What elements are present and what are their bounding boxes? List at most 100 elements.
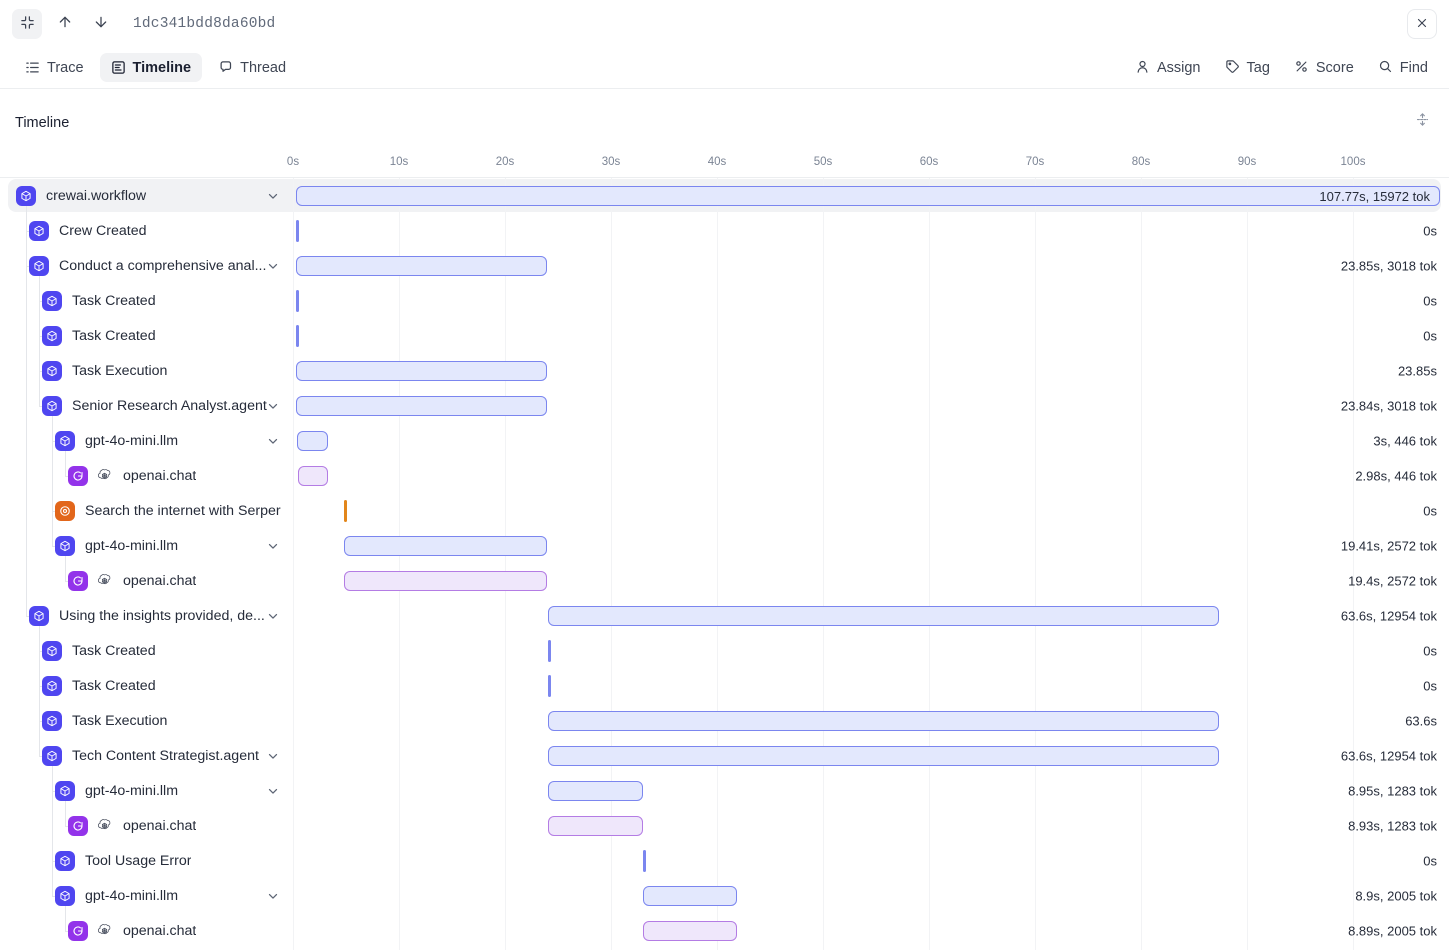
ruler-tick-label: 100s: [1340, 156, 1366, 168]
tag-button[interactable]: Tag: [1214, 54, 1281, 83]
row-label-cell[interactable]: Task Created: [0, 318, 292, 353]
chevron-down-icon[interactable]: [266, 749, 280, 763]
row-label-cell[interactable]: Senior Research Analyst.agent: [0, 388, 292, 423]
tab-trace[interactable]: Trace: [14, 53, 95, 82]
timeline-bar[interactable]: [548, 816, 643, 836]
row-label-cell[interactable]: Tool Usage Error: [0, 843, 292, 878]
timeline-row[interactable]: Task Created 0s: [0, 633, 1449, 668]
row-label-cell[interactable]: Tech Content Strategist.agent: [0, 738, 292, 773]
collapse-panel-button[interactable]: [12, 8, 42, 39]
timeline-bar[interactable]: 107.77s, 15972 tok: [296, 186, 1440, 206]
timeline-bar[interactable]: [296, 256, 547, 276]
chevron-down-icon[interactable]: [266, 399, 280, 413]
timeline-bar[interactable]: [548, 746, 1219, 766]
row-label-cell[interactable]: gpt-4o-mini.llm: [0, 878, 292, 913]
assign-button[interactable]: Assign: [1124, 54, 1212, 83]
find-button[interactable]: Find: [1367, 54, 1439, 83]
timeline-row[interactable]: Task Created 0s: [0, 668, 1449, 703]
timeline-event-marker[interactable]: [344, 500, 347, 522]
row-label-cell[interactable]: Task Created: [0, 633, 292, 668]
grid-line: [717, 178, 718, 950]
row-label-cell[interactable]: Task Created: [0, 283, 292, 318]
next-trace-button[interactable]: [86, 9, 116, 39]
chevron-down-icon[interactable]: [266, 784, 280, 798]
tree-guide-line: [39, 625, 40, 756]
tab-thread[interactable]: Thread: [207, 53, 297, 82]
timeline-event-marker[interactable]: [548, 675, 551, 697]
timeline-row[interactable]: openai.chat 2.98s, 446 tok: [0, 458, 1449, 493]
score-button[interactable]: Score: [1283, 54, 1365, 83]
chevron-down-icon[interactable]: [266, 434, 280, 448]
timeline-event-marker[interactable]: [296, 325, 299, 347]
timeline-event-marker[interactable]: [296, 220, 299, 242]
timeline-bar[interactable]: [344, 536, 547, 556]
row-name-label: Task Execution: [72, 362, 168, 379]
row-label-cell[interactable]: Task Execution: [0, 703, 292, 738]
tree-guide-stub: [39, 300, 42, 302]
collapse-all-button[interactable]: [1408, 107, 1436, 135]
timeline-bar[interactable]: [548, 606, 1219, 626]
chevron-down-icon[interactable]: [266, 889, 280, 903]
row-label-cell[interactable]: openai.chat: [0, 458, 292, 493]
row-label-cell[interactable]: openai.chat: [0, 808, 292, 843]
row-label-cell[interactable]: gpt-4o-mini.llm: [0, 528, 292, 563]
timeline-bar[interactable]: [548, 711, 1219, 731]
timeline-row[interactable]: gpt-4o-mini.llm 19.41s, 2572 tok: [0, 528, 1449, 563]
timeline-bar[interactable]: [296, 396, 547, 416]
row-label-cell[interactable]: crewai.workflow: [0, 178, 292, 213]
timeline-row[interactable]: Task Created 0s: [0, 283, 1449, 318]
timeline-bar[interactable]: [296, 361, 547, 381]
ruler-tick-label: 90s: [1237, 156, 1257, 168]
chevron-down-icon[interactable]: [266, 259, 280, 273]
row-label-cell[interactable]: Task Execution: [0, 353, 292, 388]
close-button[interactable]: [1407, 9, 1437, 39]
timeline-row[interactable]: openai.chat 19.4s, 2572 tok: [0, 563, 1449, 598]
timeline-row[interactable]: Tech Content Strategist.agent 63.6s, 1295…: [0, 738, 1449, 773]
timeline-bar[interactable]: [297, 431, 328, 451]
row-duration-label: 19.4s, 2572 tok: [1348, 573, 1437, 588]
row-label-cell[interactable]: Crew Created: [0, 213, 292, 248]
timeline-bar[interactable]: [344, 571, 547, 591]
row-label-cell[interactable]: openai.chat: [0, 563, 292, 598]
row-label-cell[interactable]: Using the insights provided, de...: [0, 598, 292, 633]
row-name-label: Tool Usage Error: [85, 852, 192, 869]
tree-guide-stub: [52, 545, 55, 547]
chevron-down-icon[interactable]: [266, 539, 280, 553]
timeline-ruler[interactable]: 0s 10s 20s 30s 40s 50s 60s 70s 80s 90s 100s: [0, 156, 1449, 178]
row-label-cell[interactable]: Conduct a comprehensive anal...: [0, 248, 292, 283]
timeline-row[interactable]: Task Execution 63.6s: [0, 703, 1449, 738]
timeline-row[interactable]: Senior Research Analyst.agent 23.84s, 301…: [0, 388, 1449, 423]
timeline-row[interactable]: gpt-4o-mini.llm 8.9s, 2005 tok: [0, 878, 1449, 913]
timeline-row[interactable]: Task Created 0s: [0, 318, 1449, 353]
chevron-down-icon[interactable]: [266, 609, 280, 623]
row-label-cell[interactable]: openai.chat: [0, 913, 292, 948]
row-label-cell[interactable]: gpt-4o-mini.llm: [0, 773, 292, 808]
timeline-row[interactable]: openai.chat 8.89s, 2005 tok: [0, 913, 1449, 948]
timeline-row[interactable]: crewai.workflow 107.77s, 15972 tok: [0, 178, 1449, 213]
row-label-cell[interactable]: Search the internet with Serper: [0, 493, 292, 528]
tab-thread-label: Thread: [240, 59, 287, 76]
row-label-cell[interactable]: Task Created: [0, 668, 292, 703]
timeline-row[interactable]: Tool Usage Error 0s: [0, 843, 1449, 878]
timeline-row[interactable]: openai.chat 8.93s, 1283 tok: [0, 808, 1449, 843]
timeline-event-marker[interactable]: [548, 640, 551, 662]
timeline-event-marker[interactable]: [643, 850, 646, 872]
timeline-bar[interactable]: [643, 921, 737, 941]
timeline-bar[interactable]: [548, 781, 643, 801]
timeline-row[interactable]: Using the insights provided, de... 63.6s,…: [0, 598, 1449, 633]
tab-timeline[interactable]: Timeline: [99, 53, 203, 82]
timeline-bar[interactable]: [298, 466, 328, 486]
timeline-bar[interactable]: [643, 886, 737, 906]
timeline-row[interactable]: gpt-4o-mini.llm 8.95s, 1283 tok: [0, 773, 1449, 808]
timeline-row[interactable]: Crew Created 0s: [0, 213, 1449, 248]
timeline-event-marker[interactable]: [296, 290, 299, 312]
timeline-row[interactable]: Search the internet with Serper 0s: [0, 493, 1449, 528]
chevron-down-icon[interactable]: [266, 189, 280, 203]
tree-guide-stub: [39, 755, 42, 757]
timeline-row[interactable]: Conduct a comprehensive anal... 23.85s, 3…: [0, 248, 1449, 283]
timeline-row[interactable]: Task Execution 23.85s: [0, 353, 1449, 388]
tree-guide-stub: [39, 650, 42, 652]
timeline-row[interactable]: gpt-4o-mini.llm 3s, 446 tok: [0, 423, 1449, 458]
previous-trace-button[interactable]: [50, 9, 80, 39]
row-label-cell[interactable]: gpt-4o-mini.llm: [0, 423, 292, 458]
